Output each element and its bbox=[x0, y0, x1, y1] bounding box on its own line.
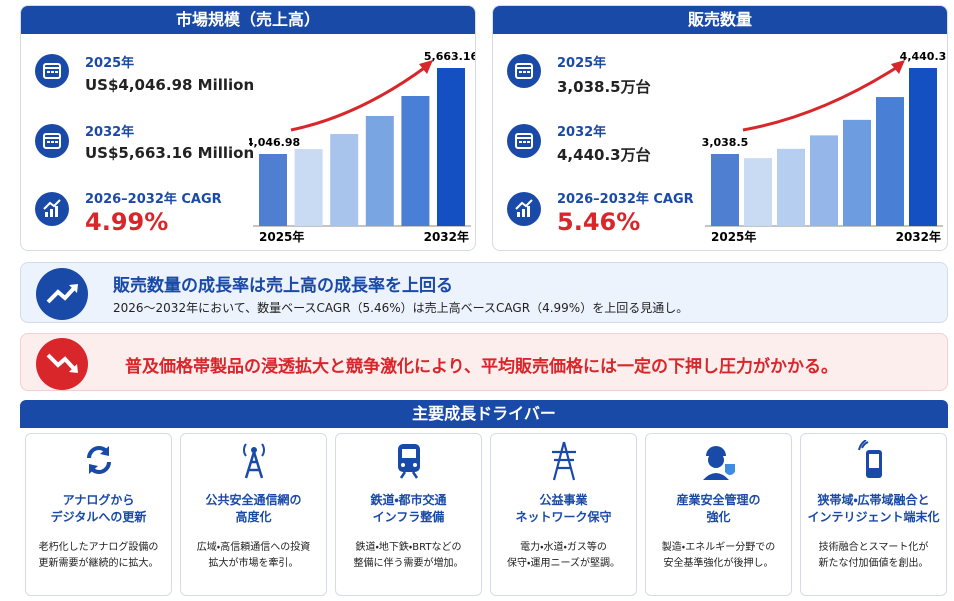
label: 2026–2032年 CAGR bbox=[557, 192, 694, 207]
x-label: 2032年 bbox=[896, 229, 941, 244]
calendar-icon bbox=[35, 124, 69, 158]
panel-title: 販売数量 bbox=[493, 6, 947, 34]
driver-icon bbox=[552, 441, 576, 481]
driver-icon bbox=[703, 446, 735, 480]
panel-title: 市場規模（売上高） bbox=[21, 6, 475, 34]
market-panel: 市場規模（売上高） 2025年 US$4,046.98 Million 2032… bbox=[20, 5, 476, 251]
bar bbox=[876, 97, 904, 226]
bar bbox=[810, 135, 838, 226]
trend-up-icon bbox=[36, 268, 88, 320]
bar bbox=[909, 68, 937, 226]
x-label: 2032年 bbox=[424, 229, 469, 244]
driver-card: 産業安全管理の 強化 製造・エネルギー分野での 安全基準強化が後押し。 bbox=[645, 433, 792, 596]
warning-text: 普及価格帯製品の浸透拡大と競争激化により、平均販売価格には一定の下押し圧力がかか… bbox=[125, 357, 838, 377]
volume-panel: 販売数量 2025年 3,038.5万台 2032年 4,440.3万台 202… bbox=[492, 5, 948, 251]
calendar-icon bbox=[507, 124, 541, 158]
bar-label: 4,046.98 bbox=[249, 136, 300, 149]
highlight-title: 販売数量の成長率は売上高の成長率を上回る bbox=[113, 276, 453, 296]
arrow-head bbox=[891, 60, 905, 74]
bar bbox=[330, 133, 359, 226]
value: US$5,663.16 Million bbox=[85, 144, 255, 162]
label: 2032年 bbox=[557, 125, 607, 140]
driver-card: 公共安全通信網の 高度化 広域・高信頼通信への投資 拡大が市場を牽引。 bbox=[180, 433, 327, 596]
bar bbox=[711, 154, 739, 226]
x-label: 2025年 bbox=[711, 229, 756, 244]
bar bbox=[744, 158, 772, 226]
driver-icon bbox=[87, 446, 111, 474]
driver-text: 技術融合とスマート化が 新たな付加価値を創出。 bbox=[818, 542, 929, 569]
bar-label: 4,440.3 bbox=[900, 50, 947, 63]
bar bbox=[365, 116, 394, 226]
highlight-banner: 販売数量の成長率は売上高の成長率を上回る 2026～2032年において、数量ベー… bbox=[20, 262, 948, 323]
label: 2032年 bbox=[85, 125, 135, 140]
driver-text: 製造・エネルギー分野での 安全基準強化が後押し。 bbox=[661, 542, 776, 569]
driver-title: 公益事業 ネットワーク保守 bbox=[515, 493, 612, 524]
driver-text: 鉄道・地下鉄・BRTなどの 整備に伴う需要が増加。 bbox=[353, 542, 464, 569]
mini-chart: 4,046.98 5,663.16 2025年 2032年 bbox=[249, 50, 475, 244]
bar bbox=[777, 148, 805, 226]
value: 3,038.5万台 bbox=[557, 78, 651, 96]
growth-icon bbox=[507, 192, 541, 226]
value: US$4,046.98 Million bbox=[85, 76, 255, 94]
x-label: 2025年 bbox=[259, 229, 304, 244]
driver-text: 広域・高信頼通信への投資 拡大が市場を牽引。 bbox=[196, 542, 311, 569]
label: 2025年 bbox=[557, 56, 607, 71]
driver-title: アナログから デジタルへの更新 bbox=[50, 493, 147, 524]
bar-label: 3,038.5 bbox=[702, 136, 749, 149]
bar-label: 5,663.16 bbox=[424, 50, 475, 63]
driver-title: 産業安全管理の 強化 bbox=[676, 493, 761, 524]
highlight-text: 2026～2032年において、数量ベースCAGR（5.46%）は売上高ベースCA… bbox=[113, 301, 689, 315]
trend-arrow bbox=[742, 64, 900, 132]
bar bbox=[843, 119, 871, 226]
driver-text: 電力・水道・ガス等の 保守・運用ニーズが堅調。 bbox=[507, 542, 620, 569]
mini-chart: 3,038.5 4,440.3 2025年 2032年 bbox=[702, 50, 947, 244]
driver-text: 老朽化したアナログ設備の 更新需要が継続的に拡大。 bbox=[38, 542, 159, 569]
bar bbox=[401, 95, 430, 226]
driver-title: 鉄道・都市交通 インフラ整備 bbox=[370, 493, 447, 524]
cagr: 5.46% bbox=[557, 208, 641, 236]
driver-title: 狭帯域・広帯域融合と インテリジェント端末化 bbox=[807, 493, 940, 524]
bar bbox=[259, 154, 287, 226]
driver-title: 公共安全通信網の 高度化 bbox=[205, 493, 302, 524]
label: 2025年 bbox=[85, 56, 135, 71]
driver-card: アナログから デジタルへの更新 老朽化したアナログ設備の 更新需要が継続的に拡大… bbox=[25, 433, 172, 596]
arrow-head bbox=[419, 60, 433, 74]
cagr: 4.99% bbox=[85, 208, 169, 236]
warning-banner: 普及価格帯製品の浸透拡大と競争激化により、平均販売価格には一定の下押し圧力がかか… bbox=[20, 333, 948, 391]
label: 2026–2032年 CAGR bbox=[85, 192, 222, 207]
calendar-icon bbox=[35, 54, 69, 88]
growth-icon bbox=[35, 192, 69, 226]
value: 4,440.3万台 bbox=[557, 146, 651, 164]
driver-card: 狭帯域・広帯域融合と インテリジェント端末化 技術融合とスマート化が 新たな付加… bbox=[800, 433, 947, 596]
driver-icon bbox=[858, 440, 882, 478]
calendar-icon bbox=[507, 54, 541, 88]
bar bbox=[437, 68, 465, 226]
driver-icon bbox=[243, 443, 265, 479]
driver-card: 公益事業 ネットワーク保守 電力・水道・ガス等の 保守・運用ニーズが堅調。 bbox=[490, 433, 637, 596]
bar bbox=[294, 149, 323, 226]
trend-down-icon bbox=[36, 338, 88, 390]
trend-arrow bbox=[290, 64, 428, 132]
driver-card: 鉄道・都市交通 インフラ整備 鉄道・地下鉄・BRTなどの 整備に伴う需要が増加。 bbox=[335, 433, 482, 596]
drivers-title: 主要成長ドライバー bbox=[20, 400, 948, 428]
driver-icon bbox=[398, 444, 420, 479]
